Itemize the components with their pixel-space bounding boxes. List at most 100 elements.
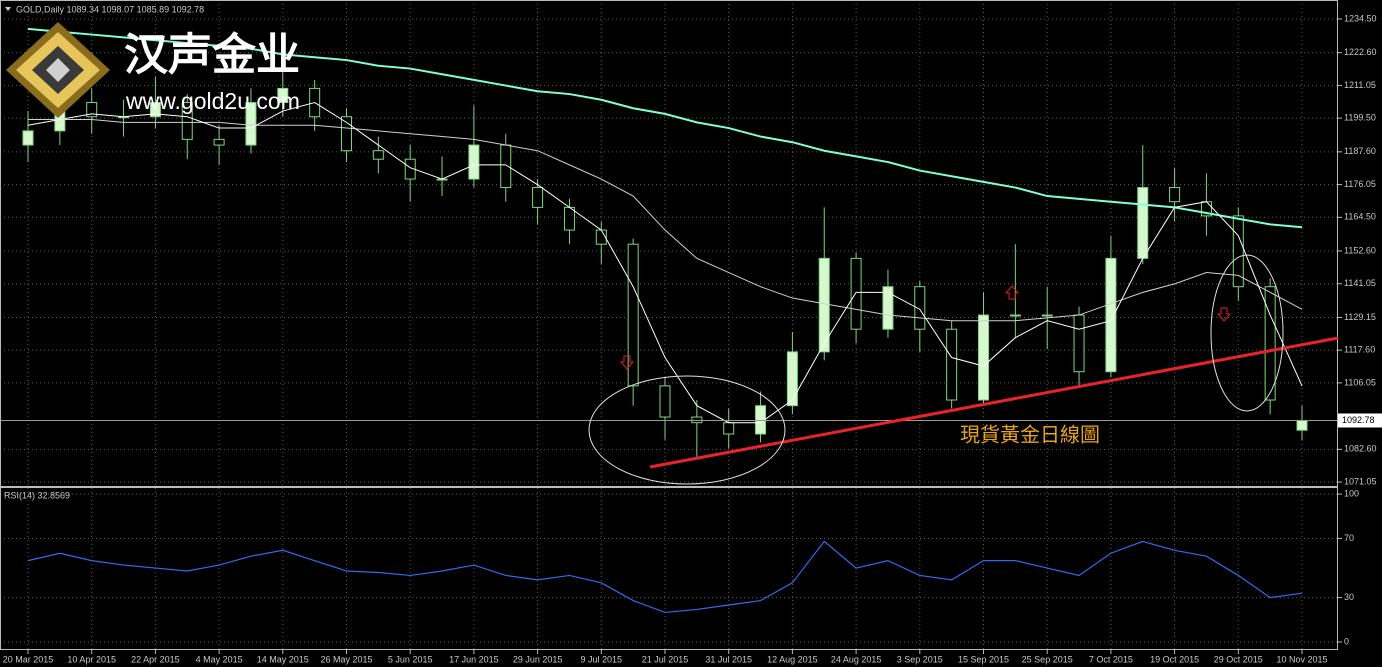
y-tick-label: 1152.60	[1344, 245, 1376, 255]
marks-layer	[0, 27, 1338, 614]
rsi-title: RSI(14) 32.8569	[4, 490, 70, 500]
price-frame	[0, 0, 1338, 487]
x-tick-label: 19 Oct 2015	[1150, 654, 1199, 664]
chart-title: GOLD,Daily 1089.34 1098.07 1085.89 1092.…	[16, 4, 204, 14]
y-tick-label: 1129.15	[1344, 312, 1376, 322]
x-tick-label: 26 May 2015	[320, 654, 372, 664]
logo-center	[46, 58, 70, 82]
y-tick-label: 1117.60	[1344, 345, 1375, 355]
y-tick-label: 70	[1344, 533, 1354, 543]
signal-arrow	[619, 355, 635, 370]
y-tick-label: 30	[1344, 592, 1354, 602]
candle-body	[86, 102, 98, 118]
rsi-line	[27, 540, 1303, 614]
candle-body	[978, 314, 989, 401]
candle-body	[563, 206, 575, 231]
candle-body	[1264, 286, 1276, 401]
x-tick-label: 10 Nov 2015	[1276, 654, 1327, 664]
x-tick-label: 14 May 2015	[257, 654, 309, 664]
x-tick-label: 15 Sep 2015	[958, 654, 1009, 664]
candle-body	[818, 257, 830, 353]
x-tick-label: 5 Jun 2015	[388, 654, 433, 664]
candle-body	[914, 286, 926, 330]
y-tick-label: 1199.50	[1344, 113, 1376, 123]
candle-body	[181, 102, 193, 140]
y-tick-label: 0	[1344, 636, 1349, 646]
x-tick-label: 24 Aug 2015	[831, 654, 882, 664]
x-tick-label: 7 Oct 2015	[1089, 654, 1133, 664]
highlight-ellipse	[588, 375, 786, 485]
y-tick-label: 1071.05	[1344, 476, 1377, 486]
candle-body	[1009, 314, 1021, 317]
x-tick-label: 20 Mar 2015	[3, 654, 54, 664]
candle-body	[1041, 314, 1053, 317]
logo	[6, 22, 110, 118]
candle-body	[946, 328, 958, 401]
candle-body	[1073, 314, 1085, 373]
candle-body	[500, 144, 512, 189]
y-tick-label: 1164.50	[1344, 212, 1376, 222]
moving-average	[28, 119, 1303, 322]
x-tick-label: 25 Sep 2015	[1022, 654, 1073, 664]
grid-layer	[0, 0, 1338, 650]
x-tick-label: 4 May 2015	[196, 654, 243, 664]
candle-body	[755, 405, 767, 435]
candle-body	[532, 187, 544, 208]
header-arrow	[5, 7, 11, 11]
candle-body	[1232, 215, 1244, 288]
moving-average	[27, 102, 1303, 424]
x-tick-label: 22 Apr 2015	[131, 654, 180, 664]
candle-body	[659, 385, 671, 418]
y-tick-label: 1082.60	[1344, 444, 1377, 454]
candle-body	[468, 144, 480, 180]
current-price-box	[1338, 413, 1382, 428]
y-tick-label: 1211.05	[1344, 80, 1376, 90]
candle-body	[723, 422, 735, 435]
logo-url: www.gold2u.com	[125, 88, 300, 114]
x-tick-label: 3 Sep 2015	[897, 654, 943, 664]
x-tick-label: 29 Oct 2015	[1214, 654, 1263, 664]
candle-body	[786, 351, 798, 407]
candle-body	[372, 150, 384, 160]
candle-body	[149, 102, 161, 118]
candle-body	[341, 116, 352, 152]
y-tick-label: 1187.60	[1344, 146, 1376, 156]
moving-average	[27, 27, 1303, 229]
annotation: 現貨黃金日線圖	[960, 423, 1100, 446]
trend-line	[649, 336, 1339, 469]
candle-body	[213, 138, 225, 146]
signal-arrow	[1004, 285, 1020, 300]
current-price-label: 1092.78	[1342, 415, 1375, 425]
candle-body	[1105, 257, 1117, 373]
y-tick-label: 1176.05	[1344, 179, 1376, 189]
y-tick-label: 1106.05	[1344, 377, 1376, 387]
candle-body	[882, 286, 894, 330]
x-tick-label: 31 Jul 2015	[705, 654, 752, 664]
y-tick-label: 1141.05	[1344, 278, 1376, 288]
x-tick-label: 29 Jun 2015	[513, 654, 563, 664]
y-tick-label: 1222.60	[1344, 47, 1377, 57]
rsi-frame	[0, 487, 1338, 650]
signal-arrow	[1216, 307, 1232, 322]
highlight-ellipse	[1210, 254, 1284, 412]
candle-body	[1296, 419, 1308, 431]
candle-body	[1169, 187, 1181, 203]
x-tick-label: 21 Jul 2015	[642, 654, 689, 664]
y-tick-label: 1234.50	[1344, 13, 1377, 23]
candle-body	[1137, 187, 1149, 259]
x-tick-label: 9 Jul 2015	[581, 654, 623, 664]
candle-body	[245, 102, 257, 146]
logo-name: 汉声金业	[124, 31, 300, 80]
candle-body	[627, 243, 639, 387]
y-tick-label: 100	[1344, 488, 1359, 498]
candle-body	[277, 87, 289, 104]
candle-body	[850, 257, 862, 330]
x-tick-label: 12 Aug 2015	[767, 654, 818, 664]
x-tick-label: 10 Apr 2015	[67, 654, 116, 664]
x-tick-label: 17 Jun 2015	[449, 654, 499, 664]
candle-body	[691, 416, 703, 424]
candle-body	[22, 130, 34, 146]
